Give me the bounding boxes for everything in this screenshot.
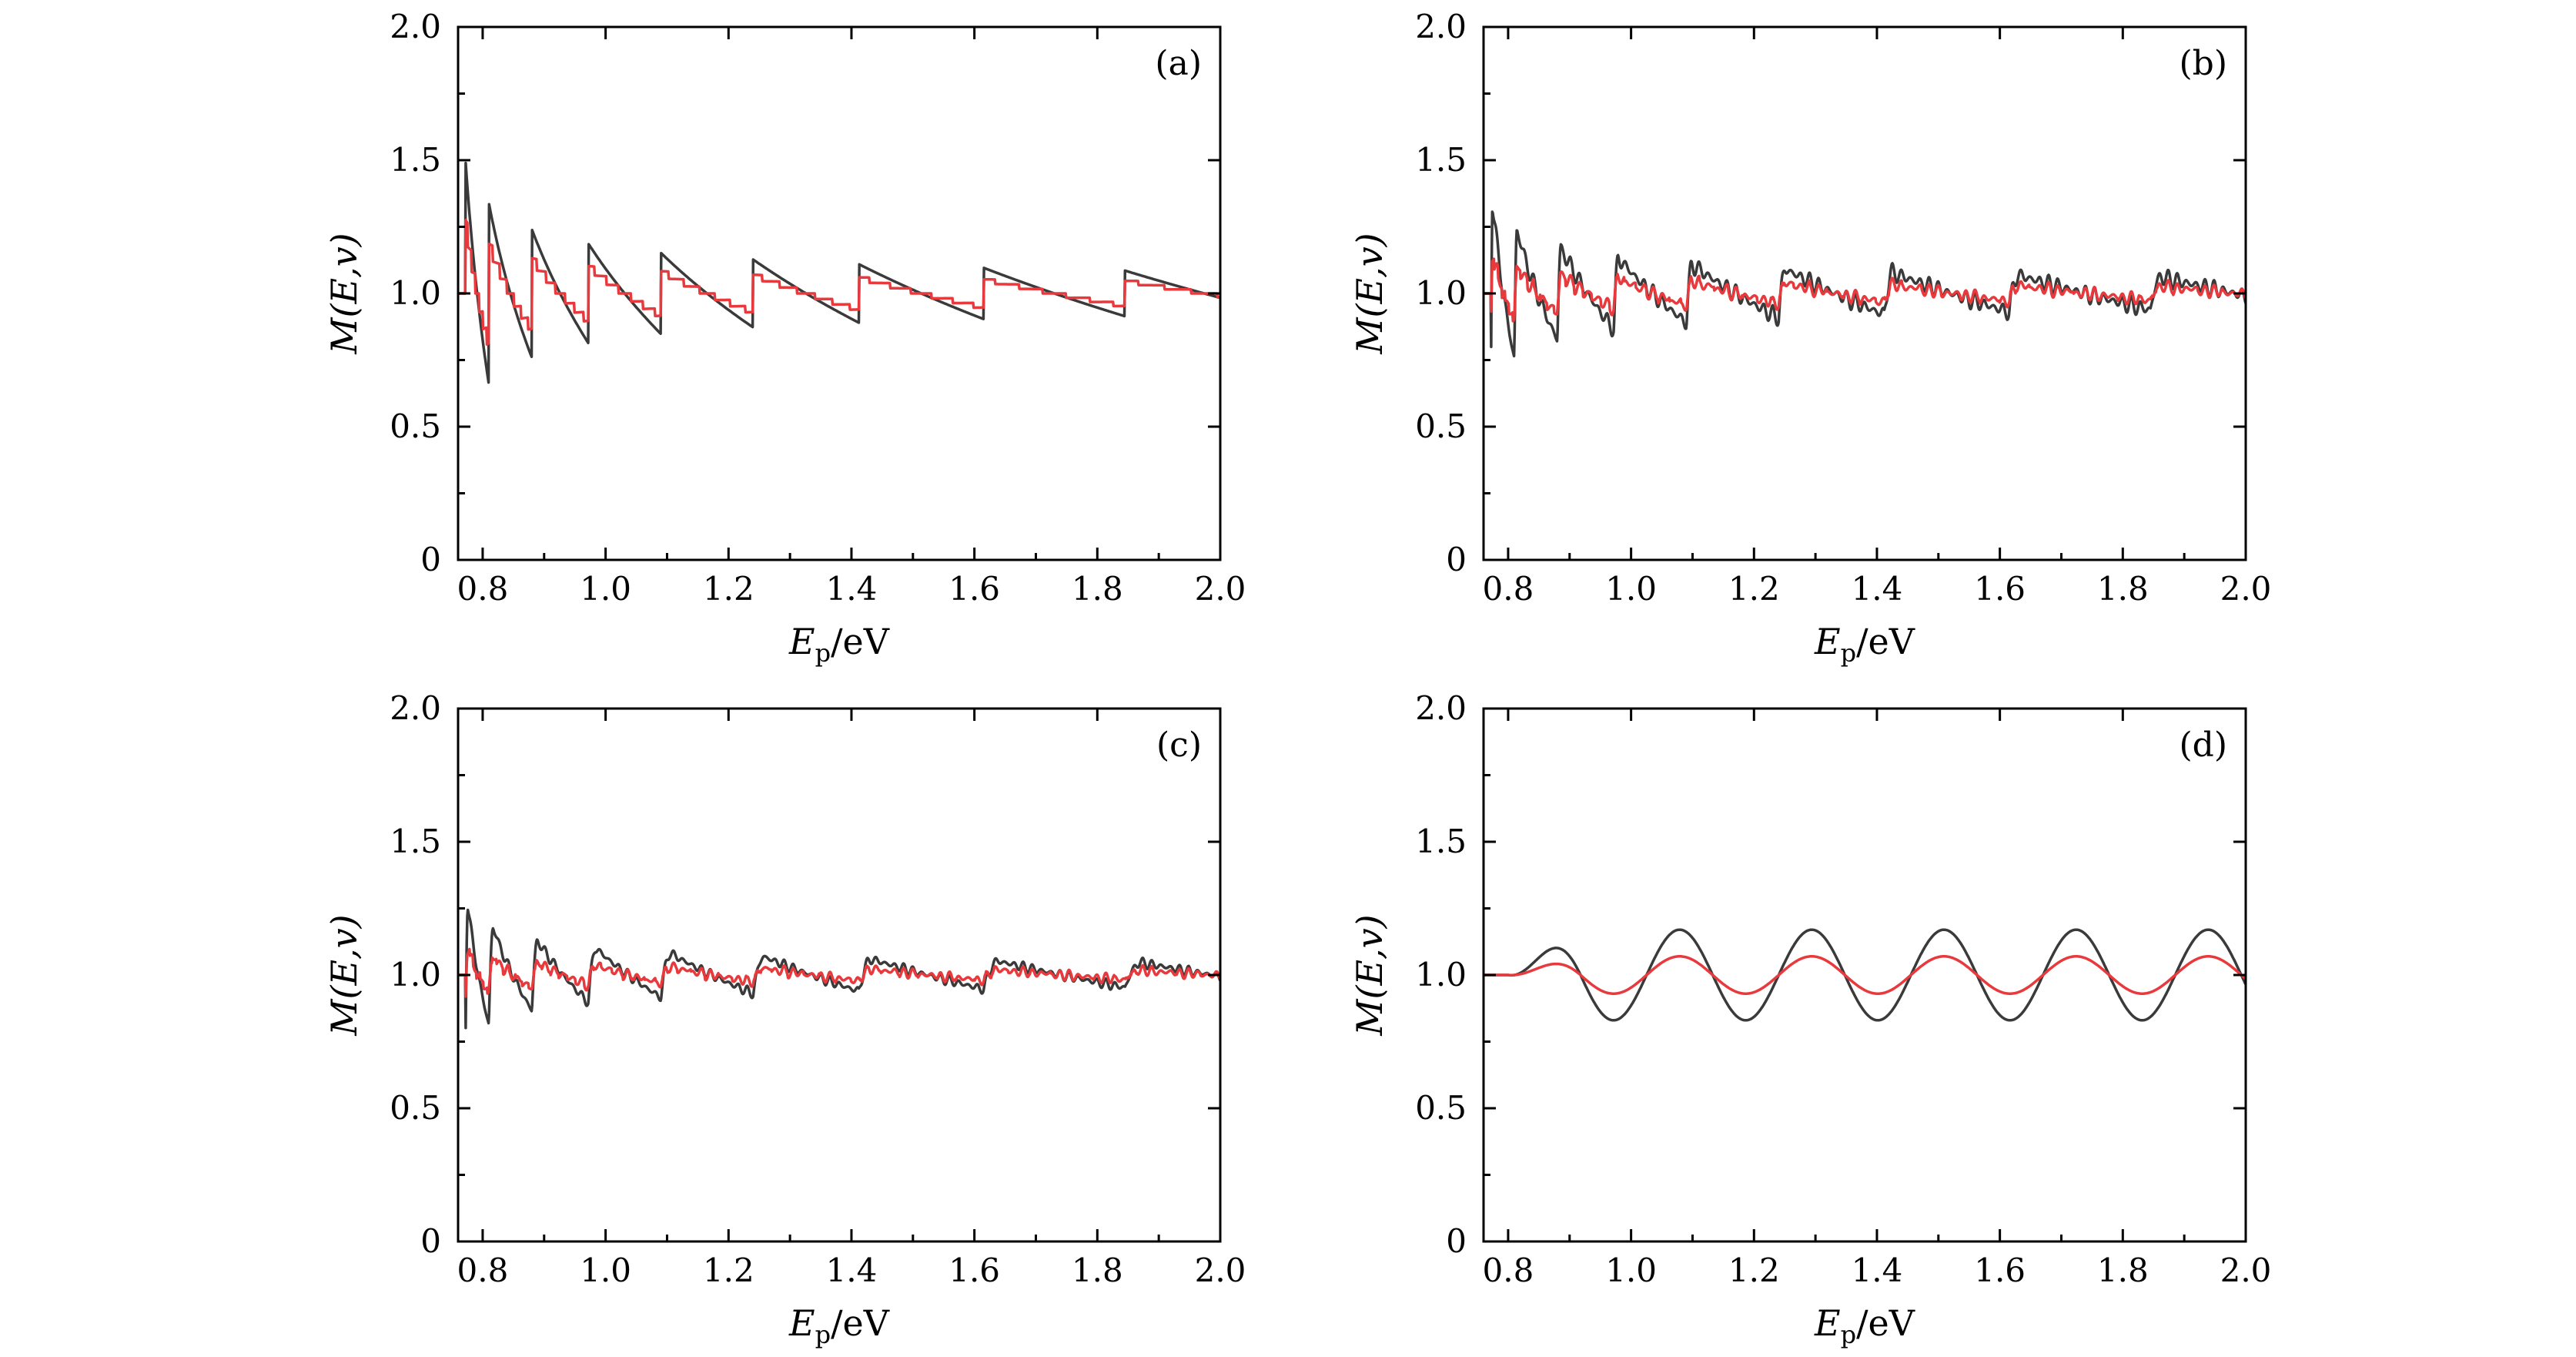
- y-tick-label: 2.0: [1415, 689, 1467, 727]
- series-black-line: [458, 908, 1220, 1030]
- y-axis-title: M(E,v): [1349, 914, 1390, 1036]
- series-red-line: [458, 219, 1220, 346]
- x-axis-title: Ep/eV: [788, 1302, 890, 1349]
- x-tick-label: 1.6: [948, 1251, 1000, 1289]
- x-tick-label: 0.8: [1483, 1251, 1534, 1289]
- y-tick-label: 2.0: [390, 689, 441, 727]
- series-black-line: [1484, 210, 2246, 358]
- panel-a: 0.8 1.0 1.2 1.4 1.6 1.8 2.0 0 0.5 1.0 1.5 2.0 (a) Ep/…: [323, 8, 1246, 668]
- series-red-line: [458, 947, 1220, 998]
- y-tick-label: 1.5: [390, 823, 441, 860]
- y-tick-label: 1.5: [1415, 141, 1467, 179]
- y-tick-label: 1.0: [1415, 274, 1467, 312]
- y-tick-label: 0: [1446, 1222, 1467, 1260]
- y-tick-label: 1.5: [1415, 823, 1467, 860]
- y-tick-label: 2.0: [390, 8, 441, 45]
- x-tick-label: 0.8: [457, 570, 509, 608]
- x-tick-label: 2.0: [2220, 570, 2272, 608]
- x-axis-title: Ep/eV: [1814, 1302, 1915, 1349]
- x-tick-label: 1.4: [826, 570, 878, 608]
- x-tick-label: 1.0: [580, 1251, 631, 1289]
- series-red-line: [1484, 955, 2246, 995]
- panel-c: 0.8 1.0 1.2 1.4 1.6 1.8 2.0 0 0.5 1.0 1.5 2.0 (c) Ep/…: [323, 689, 1246, 1349]
- x-tick-label: 1.8: [2097, 1251, 2149, 1289]
- x-tick-label: 2.0: [1195, 570, 1246, 608]
- series-red-line: [1484, 257, 2246, 323]
- y-axis-title: M(E,v): [1349, 233, 1390, 354]
- y-tick-label: 1.0: [390, 956, 441, 993]
- x-tick-label: 1.2: [1728, 1251, 1780, 1289]
- x-tick-label: 1.2: [1728, 570, 1780, 608]
- series-black-line: [458, 161, 1220, 384]
- x-tick-label: 1.0: [1605, 1251, 1657, 1289]
- y-tick-label: 0.5: [1415, 407, 1467, 445]
- y-tick-label: 0.5: [390, 407, 441, 445]
- y-axis-title: M(E,v): [323, 914, 365, 1036]
- x-axis-title: Ep/eV: [788, 621, 890, 668]
- plot-frame: [1482, 707, 2247, 1243]
- x-tick-label: 1.0: [580, 570, 631, 608]
- x-tick-label: 0.8: [457, 1251, 509, 1289]
- x-tick-label: 1.8: [1072, 570, 1123, 608]
- panel-d: 0.8 1.0 1.2 1.4 1.6 1.8 2.0 0 0.5 1.0 1.5 2.0 (d) Ep/…: [1349, 689, 2271, 1349]
- series-black-line: [1484, 928, 2246, 1022]
- y-tick-label: 0: [1446, 541, 1467, 578]
- x-tick-label: 1.0: [1605, 570, 1657, 608]
- y-tick-label: 1.5: [390, 141, 441, 179]
- y-tick-label: 1.0: [1415, 956, 1467, 993]
- x-tick-label: 1.2: [703, 570, 754, 608]
- x-tick-label: 1.4: [1852, 1251, 1903, 1289]
- x-tick-label: 1.4: [1852, 570, 1903, 608]
- x-tick-label: 1.2: [703, 1251, 754, 1289]
- panel-b: 0.8 1.0 1.2 1.4 1.6 1.8 2.0 0 0.5 1.0 1.5 2.0 (b) Ep/…: [1349, 8, 2271, 668]
- y-tick-label: 2.0: [1415, 8, 1467, 45]
- plot-frame: [457, 25, 1222, 561]
- y-tick-label: 0.5: [1415, 1089, 1467, 1127]
- x-tick-label: 1.6: [1974, 1251, 2026, 1289]
- y-tick-label: 0: [420, 541, 441, 578]
- x-tick-label: 0.8: [1483, 570, 1534, 608]
- panel-label: (b): [2180, 44, 2228, 83]
- x-tick-label: 2.0: [2220, 1251, 2272, 1289]
- panel-label: (d): [2180, 725, 2228, 765]
- x-tick-label: 1.6: [948, 570, 1000, 608]
- y-tick-label: 0.5: [390, 1089, 441, 1127]
- y-axis-title: M(E,v): [323, 233, 365, 354]
- panel-label: (a): [1155, 44, 1202, 83]
- x-tick-label: 1.8: [2097, 570, 2149, 608]
- panel-label: (c): [1156, 725, 1202, 765]
- x-axis-title: Ep/eV: [1814, 621, 1915, 668]
- x-tick-label: 1.6: [1974, 570, 2026, 608]
- x-tick-label: 1.4: [826, 1251, 878, 1289]
- x-tick-label: 2.0: [1195, 1251, 1246, 1289]
- y-tick-label: 0: [420, 1222, 441, 1260]
- y-tick-label: 1.0: [390, 274, 441, 312]
- x-tick-label: 1.8: [1072, 1251, 1123, 1289]
